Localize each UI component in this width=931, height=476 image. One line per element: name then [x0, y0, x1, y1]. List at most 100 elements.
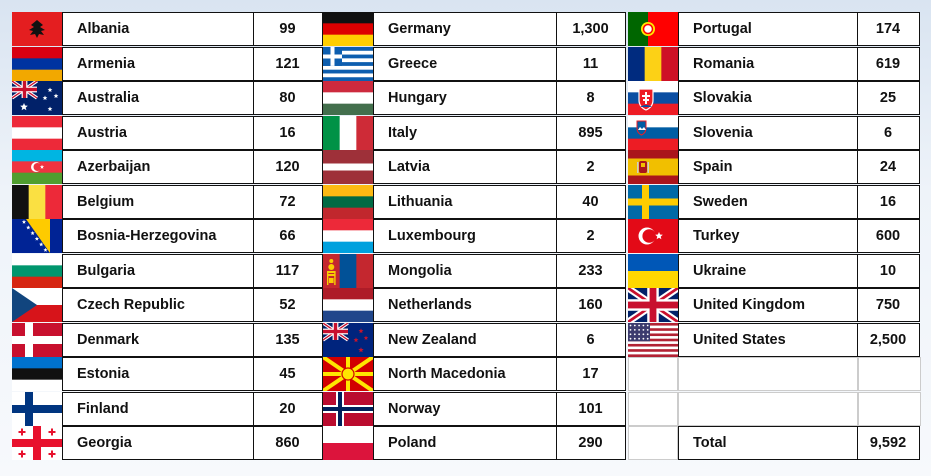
country-name: Bulgaria — [62, 253, 254, 288]
azerbaijan-flag-icon — [12, 150, 62, 184]
country-name: Portugal — [678, 12, 858, 46]
portugal-flag-icon — [628, 12, 678, 46]
empty-cell — [628, 426, 678, 460]
country-name: Georgia — [62, 426, 254, 460]
austria-flag-icon — [12, 115, 62, 150]
empty-cell — [858, 357, 921, 391]
country-name: Slovenia — [678, 115, 858, 150]
country-name: Spain — [678, 150, 858, 184]
country-name: New Zealand — [373, 322, 557, 357]
country-name: United Kingdom — [678, 288, 858, 322]
contribution-value: 24 — [856, 150, 920, 184]
slovakia-flag-icon — [628, 81, 678, 115]
table-row: United Kingdom 750 — [628, 288, 920, 322]
contribution-value: 6 — [555, 322, 626, 357]
mongolia-flag-icon — [323, 253, 373, 288]
table-row: Denmark 135 — [12, 322, 323, 357]
australia-flag-icon — [12, 81, 62, 115]
georgia-flag-icon — [12, 426, 62, 460]
albania-flag-icon — [12, 12, 62, 46]
table-row: Latvia 2 — [323, 150, 626, 184]
new-zealand-flag-icon — [323, 322, 373, 357]
total-label: Total — [678, 426, 858, 460]
greece-flag-icon — [323, 46, 373, 81]
contribution-value: 121 — [252, 46, 323, 81]
north-macedonia-flag-icon — [323, 357, 373, 391]
table-row: Czech Republic 52 — [12, 288, 323, 322]
total-value: 9,592 — [856, 426, 920, 460]
country-name: Belgium — [62, 184, 254, 219]
table-row: Sweden 16 — [628, 184, 920, 219]
country-name: Bosnia-Herzegovina — [62, 219, 254, 253]
contribution-value: 72 — [252, 184, 323, 219]
country-name: Romania — [678, 46, 858, 81]
contribution-value: 17 — [555, 357, 626, 391]
country-name: Luxembourg — [373, 219, 557, 253]
table-row: Estonia 45 — [12, 357, 323, 391]
country-name: Mongolia — [373, 253, 557, 288]
country-name: Germany — [373, 12, 557, 46]
bosnia-herzegovina-flag-icon — [12, 219, 62, 253]
table-row: Austria 16 — [12, 115, 323, 150]
country-name: Estonia — [62, 357, 254, 391]
hungary-flag-icon — [323, 81, 373, 115]
contribution-value: 80 — [252, 81, 323, 115]
contribution-value: 99 — [252, 12, 323, 46]
lithuania-flag-icon — [323, 184, 373, 219]
table-row: Armenia 121 — [12, 46, 323, 81]
spain-flag-icon — [628, 150, 678, 184]
armenia-flag-icon — [12, 46, 62, 81]
table-row: Bulgaria 117 — [12, 253, 323, 288]
contribution-value: 117 — [252, 253, 323, 288]
table-row: Lithuania 40 — [323, 184, 626, 219]
table-row: Slovakia 25 — [628, 81, 920, 115]
table-row: North Macedonia 17 — [323, 357, 626, 391]
country-name: North Macedonia — [373, 357, 557, 391]
contribution-value: 1,300 — [555, 12, 626, 46]
contribution-value: 120 — [252, 150, 323, 184]
netherlands-flag-icon — [323, 288, 373, 322]
table-row: Belgium 72 — [12, 184, 323, 219]
table-row: Georgia 860 — [12, 426, 323, 460]
sweden-flag-icon — [628, 184, 678, 219]
contribution-value: 290 — [555, 426, 626, 460]
country-name: Turkey — [678, 219, 858, 253]
table-row: Greece 11 — [323, 46, 626, 81]
contribution-value: 101 — [555, 391, 626, 426]
turkey-flag-icon — [628, 219, 678, 253]
latvia-flag-icon — [323, 150, 373, 184]
contribution-value: 2 — [555, 150, 626, 184]
table-row: Portugal 174 — [628, 12, 920, 46]
table-row: Germany 1,300 — [323, 12, 626, 46]
table-row: Luxembourg 2 — [323, 219, 626, 253]
table-row: Australia 80 — [12, 81, 323, 115]
finland-flag-icon — [12, 391, 62, 426]
country-name: Norway — [373, 391, 557, 426]
poland-flag-icon — [323, 426, 373, 460]
country-name: Poland — [373, 426, 557, 460]
total-row: Total 9,592 — [628, 426, 920, 460]
table-row: Turkey 600 — [628, 219, 920, 253]
contribution-value: 20 — [252, 391, 323, 426]
country-name: Latvia — [373, 150, 557, 184]
contribution-value: 8 — [555, 81, 626, 115]
country-name: Lithuania — [373, 184, 557, 219]
table-row: Azerbaijan 120 — [12, 150, 323, 184]
country-name: Denmark — [62, 322, 254, 357]
norway-flag-icon — [323, 391, 373, 426]
belgium-flag-icon — [12, 184, 62, 219]
contribution-value: 233 — [555, 253, 626, 288]
contribution-value: 16 — [856, 184, 920, 219]
table-row: Poland 290 — [323, 426, 626, 460]
contribution-value: 25 — [856, 81, 920, 115]
country-name: Italy — [373, 115, 557, 150]
denmark-flag-icon — [12, 322, 62, 357]
contribution-value: 66 — [252, 219, 323, 253]
table-row: Netherlands 160 — [323, 288, 626, 322]
country-name: Azerbaijan — [62, 150, 254, 184]
country-name: Ukraine — [678, 253, 858, 288]
empty-cell — [858, 391, 921, 426]
country-name: Albania — [62, 12, 254, 46]
italy-flag-icon — [323, 115, 373, 150]
